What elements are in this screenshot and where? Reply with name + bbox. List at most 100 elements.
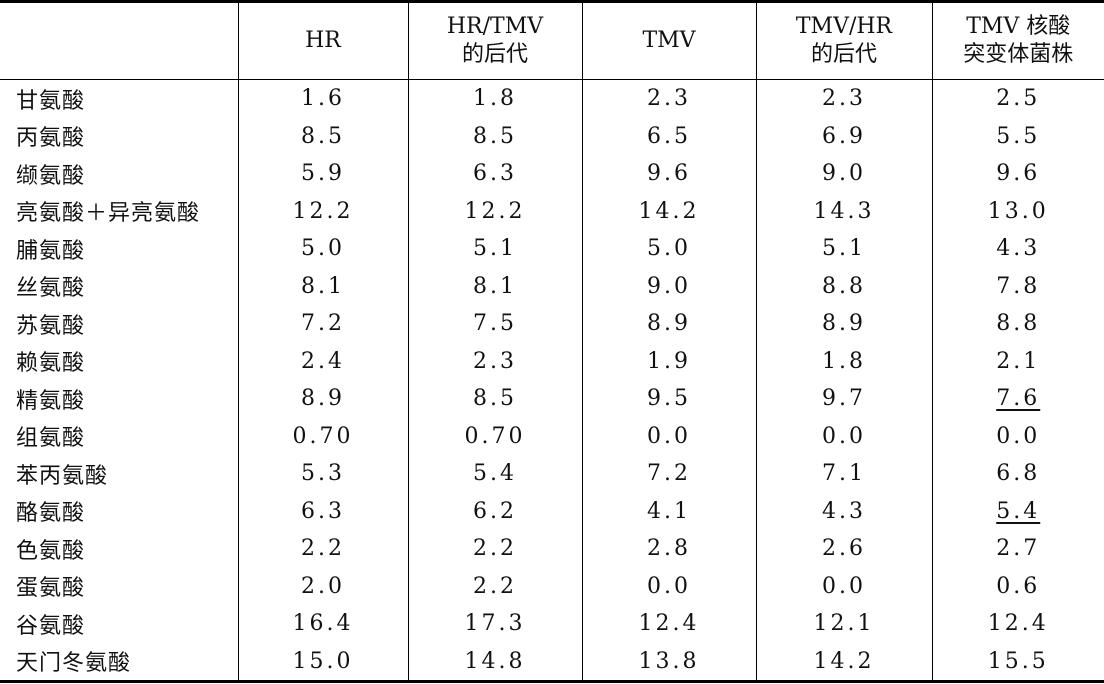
cell-value: 6.5 [647, 123, 691, 149]
table-cell: 5.4 [931, 492, 1104, 530]
cell-value: 12.2 [292, 198, 354, 224]
table-cell: 13.0 [931, 192, 1104, 230]
cell-value: 9.5 [647, 386, 691, 412]
table-cell: 9.7 [755, 380, 932, 418]
table-cell: 12.2 [407, 192, 582, 230]
cell-value: 1.8 [822, 348, 866, 374]
table-cell: 5.1 [755, 230, 932, 268]
table-cell: 2.3 [581, 79, 756, 118]
cell-value: 9.0 [647, 273, 691, 299]
table-cell: 6.8 [931, 455, 1104, 493]
cell-value: 4.3 [822, 498, 866, 524]
header-row: HR HR/TMV 的后代 TMV TMV/HR 的后代 TMV 核酸 突变体菌… [0, 1, 1104, 80]
cell-value: 2.7 [996, 536, 1041, 562]
table-row: 谷氨酸 16.4 17.3 12.4 12.1 12.4 [0, 605, 1104, 643]
table-cell: 8.5 [237, 117, 408, 155]
cell-value: 2.1 [996, 348, 1041, 374]
cell-value: 0.0 [822, 573, 866, 599]
table-cell: 14.3 [755, 192, 932, 230]
table-row: 亮氨酸＋异亮氨酸 12.2 12.2 14.2 14.3 13.0 [0, 192, 1104, 230]
row-label: 酪氨酸 [16, 501, 86, 527]
cell-value: 17.3 [464, 611, 526, 637]
table-row: 色氨酸 2.2 2.2 2.8 2.6 2.7 [0, 530, 1104, 568]
table-cell: 13.8 [581, 642, 756, 682]
table-cell: 7.5 [407, 305, 582, 343]
cell-value: 2.6 [822, 536, 866, 562]
table-cell: 6.9 [755, 117, 932, 155]
table-cell: 14.8 [407, 642, 582, 682]
table-cell: 1.9 [581, 342, 756, 380]
cell-value: 12.4 [987, 611, 1049, 637]
cell-value: 1.8 [473, 86, 517, 112]
cell-value: 5.9 [301, 161, 345, 187]
table-cell: 5.5 [931, 117, 1104, 155]
table-cell: 2.2 [237, 530, 408, 568]
table-cell: 15.5 [931, 642, 1104, 682]
table-row: 赖氨酸 2.4 2.3 1.9 1.8 2.1 [0, 342, 1104, 380]
header-cell-tmv-hr-offspring: TMV/HR 的后代 [755, 1, 932, 80]
table-cell: 5.1 [407, 230, 582, 268]
cell-value: 5.1 [473, 236, 517, 262]
cell-value: 7.2 [301, 311, 345, 337]
cell-value: 7.8 [996, 273, 1041, 299]
table-cell: 2.4 [237, 342, 408, 380]
cell-value: 2.2 [301, 536, 345, 562]
table-cell: 8.5 [407, 117, 582, 155]
cell-value: 5.4 [473, 461, 517, 487]
table-cell: 4.1 [581, 492, 756, 530]
row-label: 苯丙氨酸 [16, 463, 109, 489]
header-cell-empty [0, 2, 238, 80]
table-cell: 4.3 [755, 492, 932, 530]
table-cell: 6.3 [407, 155, 582, 193]
row-label: 精氨酸 [16, 388, 86, 414]
row-label: 色氨酸 [16, 538, 86, 564]
table-cell: 2.0 [237, 567, 408, 605]
cell-value: 5.1 [822, 236, 866, 262]
table-row: 脯氨酸 5.0 5.1 5.0 5.1 4.3 [0, 230, 1104, 268]
cell-value: 15.0 [292, 648, 354, 674]
cell-value: 8.9 [647, 311, 691, 337]
cell-value: 6.3 [473, 161, 517, 187]
cell-value: 5.0 [647, 236, 691, 262]
table-cell: 0.0 [755, 567, 932, 605]
table-body: 甘氨酸 1.6 1.8 2.3 2.3 2.5 丙氨酸 8.5 8.5 6.5 6.9 5.5 缬氨酸 5… [0, 79, 1104, 682]
table-row: 组氨酸 0.70 0.70 0.0 0.0 0.0 [0, 417, 1104, 455]
table-cell: 2.3 [407, 342, 582, 380]
cell-value: 1.9 [647, 348, 691, 374]
cell-value: 2.3 [647, 86, 691, 112]
table-cell: 5.3 [237, 455, 408, 493]
table-cell: 9.6 [581, 155, 756, 193]
cell-value: 2.2 [473, 536, 517, 562]
cell-value: 7.2 [647, 461, 691, 487]
cell-value: 6.8 [996, 461, 1041, 487]
table-cell: 7.1 [755, 455, 932, 493]
table-cell: 0.6 [931, 567, 1104, 605]
cell-value: 12.2 [464, 198, 526, 224]
cell-value: 2.3 [473, 348, 517, 374]
cell-value: 7.1 [822, 461, 866, 487]
cell-value: 2.3 [822, 86, 866, 112]
cell-value: 2.2 [473, 573, 517, 599]
cell-value: 9.0 [822, 161, 866, 187]
table-cell: 12.1 [755, 605, 932, 643]
cell-value: 15.5 [987, 648, 1049, 674]
table-cell: 6.2 [407, 492, 582, 530]
cell-value: 9.6 [647, 161, 691, 187]
table-row: 酪氨酸 6.3 6.2 4.1 4.3 5.4 [0, 492, 1104, 530]
table-cell: 5.9 [237, 155, 408, 193]
header-cell-tmv-mutant: TMV 核酸 突变体菌株 [931, 1, 1104, 80]
row-label: 丝氨酸 [16, 276, 86, 302]
cell-value: 9.7 [822, 386, 866, 412]
table-cell: 0.0 [755, 417, 932, 455]
table-row: 蛋氨酸 2.0 2.2 0.0 0.0 0.6 [0, 567, 1104, 605]
table-cell: 2.2 [407, 567, 582, 605]
cell-value: 14.3 [813, 198, 875, 224]
table-cell: 7.2 [237, 305, 408, 343]
row-label: 亮氨酸＋异亮氨酸 [16, 201, 201, 227]
row-label: 组氨酸 [16, 426, 86, 452]
table-cell: 8.9 [581, 305, 756, 343]
row-label: 丙氨酸 [16, 126, 86, 152]
table-cell: 8.1 [407, 267, 582, 305]
table-row: 丝氨酸 8.1 8.1 9.0 8.8 7.8 [0, 267, 1104, 305]
